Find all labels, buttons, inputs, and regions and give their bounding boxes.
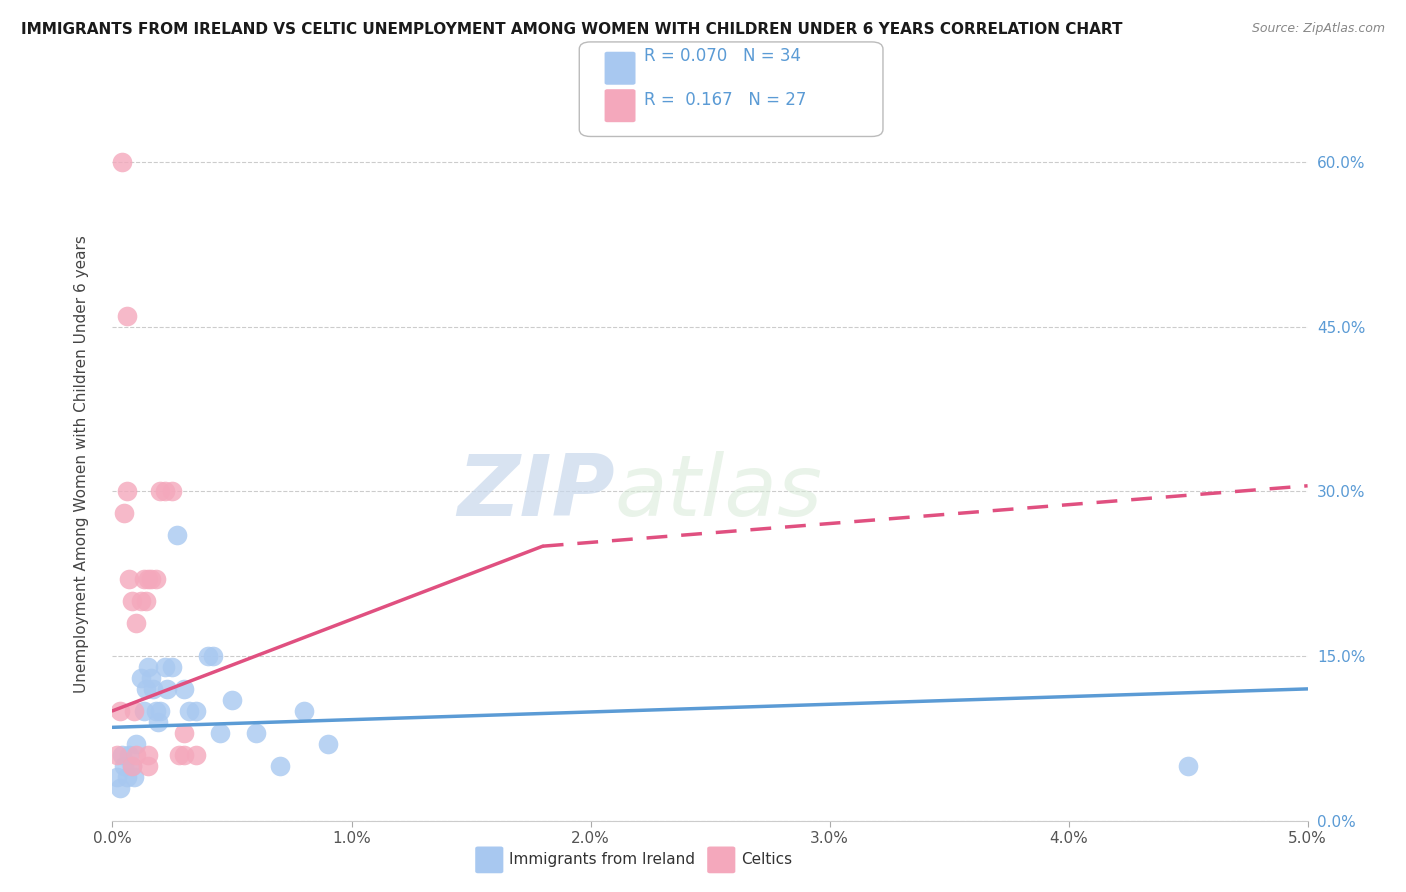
Point [139, 572, 162, 586]
Point [132, 704, 155, 718]
Point [162, 484, 183, 499]
Point [201, 648, 224, 663]
Point [173, 681, 195, 696]
Point [316, 737, 339, 751]
Point [139, 671, 162, 685]
Point [166, 528, 188, 542]
Point [125, 737, 148, 751]
Point [156, 681, 179, 696]
Point [115, 309, 138, 323]
Point [122, 704, 145, 718]
Text: IMMIGRANTS FROM IRELAND VS CELTIC UNEMPLOYMENT AMONG WOMEN WITH CHILDREN UNDER 6: IMMIGRANTS FROM IRELAND VS CELTIC UNEMPL… [21, 22, 1122, 37]
Point [138, 758, 160, 772]
Point [114, 758, 135, 772]
Text: atlas: atlas [614, 450, 823, 534]
Text: R = 0.070   N = 34: R = 0.070 N = 34 [644, 47, 801, 65]
Point [149, 704, 172, 718]
Point [197, 648, 219, 663]
Point [121, 594, 143, 608]
Point [118, 572, 141, 586]
Point [153, 484, 176, 499]
Text: Source: ZipAtlas.com: Source: ZipAtlas.com [1251, 22, 1385, 36]
Point [108, 704, 131, 718]
Point [111, 747, 134, 762]
Point [153, 660, 176, 674]
Point [115, 770, 138, 784]
Point [186, 747, 208, 762]
Point [142, 681, 165, 696]
Point [269, 758, 291, 772]
Text: Celtics: Celtics [741, 853, 792, 867]
Point [138, 747, 160, 762]
Point [115, 484, 138, 499]
Point [118, 747, 141, 762]
Point [114, 506, 135, 520]
Point [186, 704, 208, 718]
Point [292, 704, 315, 718]
Text: R =  0.167   N = 27: R = 0.167 N = 27 [644, 91, 806, 109]
Point [105, 770, 128, 784]
Point [208, 726, 231, 740]
Point [162, 660, 183, 674]
Point [149, 484, 172, 499]
Point [125, 747, 148, 762]
Point [132, 572, 155, 586]
Point [138, 660, 160, 674]
Point [135, 594, 157, 608]
Point [129, 671, 152, 685]
Point [105, 747, 128, 762]
Point [177, 704, 200, 718]
Text: ZIP: ZIP [457, 450, 614, 534]
Y-axis label: Unemployment Among Women with Children Under 6 years: Unemployment Among Women with Children U… [75, 235, 89, 693]
Point [125, 615, 148, 630]
Point [221, 693, 243, 707]
Point [145, 704, 167, 718]
Point [121, 758, 143, 772]
Point [111, 155, 134, 169]
Text: Immigrants from Ireland: Immigrants from Ireland [509, 853, 695, 867]
Point [129, 594, 152, 608]
Point [245, 726, 267, 740]
Point [1177, 758, 1199, 772]
Point [173, 747, 195, 762]
Point [122, 770, 145, 784]
Point [121, 758, 143, 772]
Point [108, 780, 131, 795]
Point [145, 572, 167, 586]
Point [138, 572, 160, 586]
Point [146, 714, 169, 729]
Point [169, 747, 191, 762]
Point [173, 726, 195, 740]
Point [135, 681, 157, 696]
